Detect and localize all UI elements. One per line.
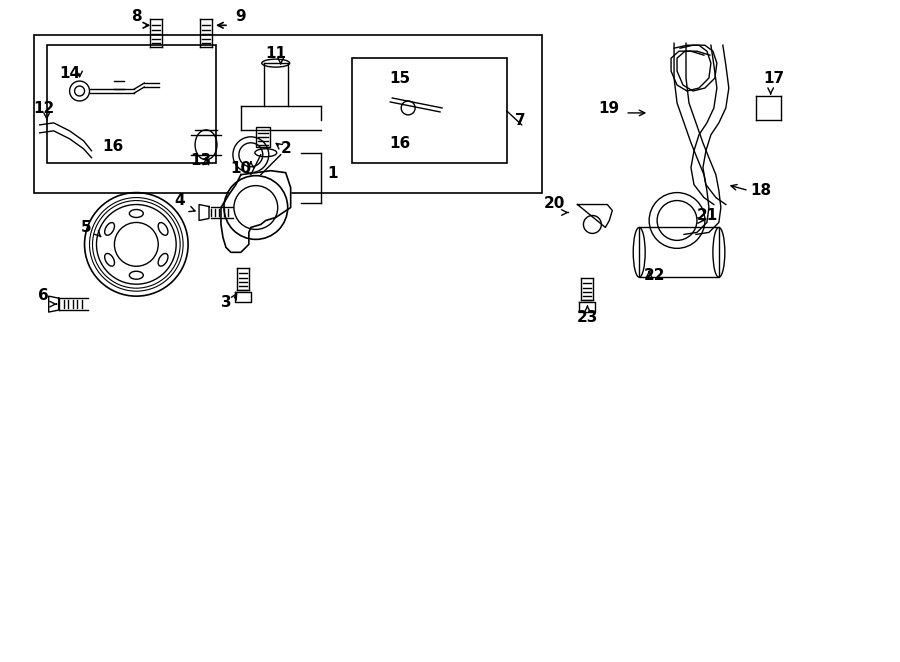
Text: 12: 12: [33, 101, 54, 116]
Text: 7: 7: [515, 113, 526, 128]
Bar: [34, 35, 542, 193]
Bar: [47, 45, 216, 163]
Bar: [353, 58, 507, 163]
Text: 16: 16: [103, 139, 124, 154]
Text: 13: 13: [191, 153, 211, 167]
Text: 1: 1: [328, 166, 338, 181]
Text: 19: 19: [598, 101, 620, 116]
Text: 15: 15: [390, 71, 410, 86]
Text: 11: 11: [266, 46, 286, 61]
Text: 5: 5: [81, 220, 92, 236]
Text: 22: 22: [644, 268, 665, 283]
Text: 14: 14: [59, 66, 80, 81]
Bar: [256, 127, 270, 147]
Text: 9: 9: [236, 9, 247, 24]
Text: 17: 17: [763, 71, 784, 86]
Text: 2: 2: [280, 141, 291, 156]
Text: 16: 16: [390, 136, 410, 151]
Bar: [639, 228, 719, 277]
Polygon shape: [221, 171, 291, 252]
Text: 4: 4: [174, 193, 184, 207]
Text: 6: 6: [39, 288, 50, 303]
Text: 8: 8: [131, 9, 141, 24]
Text: 20: 20: [544, 195, 565, 211]
Text: 18: 18: [750, 183, 771, 197]
Text: 3: 3: [220, 295, 231, 310]
Text: 21: 21: [697, 209, 717, 224]
Text: 10: 10: [230, 161, 251, 175]
Text: 23: 23: [577, 310, 598, 325]
